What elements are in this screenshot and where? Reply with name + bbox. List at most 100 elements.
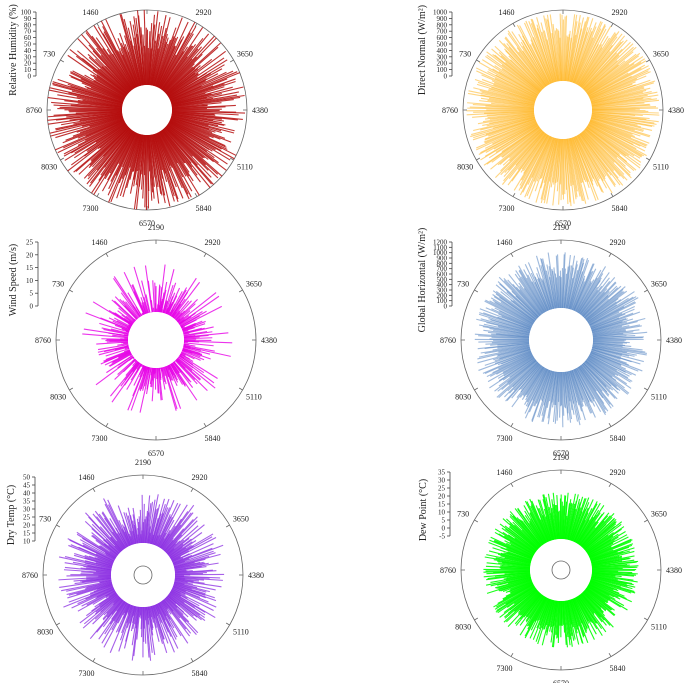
radial-bar xyxy=(569,599,580,627)
radial-bar xyxy=(500,55,542,92)
radial-bar xyxy=(494,528,535,555)
radial-bar xyxy=(84,581,113,590)
radial-bar xyxy=(490,576,531,587)
angular-tick xyxy=(190,657,194,662)
radial-bar xyxy=(577,266,607,313)
radial-bar xyxy=(558,138,563,205)
radial-bar xyxy=(164,366,182,409)
radial-bar xyxy=(551,508,557,540)
radial-bar xyxy=(537,499,552,541)
radial-bar xyxy=(535,137,556,203)
radial-bar xyxy=(171,108,222,111)
radial-bar xyxy=(152,498,170,545)
radial-bar xyxy=(505,590,539,623)
y-tick-label: 800 xyxy=(437,260,448,268)
radial-bar xyxy=(96,516,124,551)
y-tick-label: 25 xyxy=(23,514,31,522)
radial-bar xyxy=(487,99,535,107)
angular-tick-label: 730 xyxy=(52,280,64,289)
radial-bar xyxy=(589,311,620,327)
radial-bar xyxy=(515,593,542,626)
radial-bar xyxy=(87,123,127,153)
radial-bar xyxy=(139,509,143,544)
radial-bar xyxy=(158,264,166,313)
y-tick-label: 5 xyxy=(30,290,34,298)
radial-bar xyxy=(161,504,195,550)
radial-bar xyxy=(94,557,114,565)
angular-tick xyxy=(645,157,650,161)
radial-bar xyxy=(95,553,115,563)
angular-tick xyxy=(60,59,65,63)
y-tick-label: 300 xyxy=(437,53,448,61)
radial-bar xyxy=(153,37,169,87)
radial-bar xyxy=(551,600,559,648)
radial-bar xyxy=(556,600,560,639)
radial-bar xyxy=(509,358,536,378)
radial-bar xyxy=(482,113,535,123)
radial-bar xyxy=(583,43,634,91)
radial-bar xyxy=(501,127,541,158)
radial-bar xyxy=(135,134,145,210)
radial-bar xyxy=(174,579,222,588)
radial-bar xyxy=(588,123,647,157)
angular-tick-label: 1460 xyxy=(499,8,515,17)
y-tick-label: 10 xyxy=(26,277,34,285)
radial-bar xyxy=(574,507,593,543)
angular-tick xyxy=(643,617,648,621)
radial-bar xyxy=(592,343,643,351)
radial-bar xyxy=(143,10,147,86)
radial-bar xyxy=(483,323,530,335)
radial-bar xyxy=(156,45,176,88)
angular-tick xyxy=(510,422,514,427)
radial-bar xyxy=(176,357,193,371)
radial-bar xyxy=(169,119,214,139)
radial-bar xyxy=(49,87,123,105)
angular-tick-label: 8030 xyxy=(41,163,57,172)
angular-tick-label: 1460 xyxy=(92,238,108,247)
radial-bar xyxy=(534,137,555,192)
angular-tick xyxy=(474,519,479,523)
radial-bar xyxy=(492,344,530,351)
radial-bar xyxy=(590,576,628,587)
radial-bar xyxy=(489,114,535,124)
radial-bar xyxy=(531,19,555,83)
radial-bar xyxy=(154,604,175,653)
radial-bar xyxy=(491,308,533,328)
radial-bar xyxy=(590,551,618,562)
radial-bar xyxy=(160,46,189,90)
radial-bar xyxy=(141,364,144,368)
radial-bar xyxy=(587,124,642,158)
radial-bar xyxy=(506,43,545,89)
radial-bar xyxy=(166,68,199,95)
radial-bar xyxy=(73,125,129,173)
y-tick-label: 900 xyxy=(437,15,448,23)
radial-bar xyxy=(586,298,619,322)
radial-bar xyxy=(115,603,131,633)
angular-tick xyxy=(238,387,243,391)
radial-bar xyxy=(553,371,559,405)
radial-bar xyxy=(580,277,610,316)
angular-tick-label: 4380 xyxy=(666,566,682,575)
radial-bar xyxy=(501,132,546,185)
angular-tick-label: 1460 xyxy=(497,238,513,247)
radial-bar xyxy=(591,321,628,333)
radial-bar xyxy=(501,125,540,153)
radial-bar xyxy=(99,68,129,94)
radial-bar xyxy=(581,515,611,548)
radial-bar xyxy=(589,70,649,99)
radial-bar xyxy=(577,134,613,194)
radial-bar xyxy=(170,590,182,597)
radial-bar xyxy=(578,37,611,86)
radial-bar xyxy=(167,594,198,618)
y-tick-label: 800 xyxy=(437,21,448,29)
angular-tick-label: 2190 xyxy=(135,458,151,467)
radial-bar xyxy=(567,371,581,426)
radial-bar xyxy=(175,298,198,321)
radial-bar xyxy=(93,584,113,593)
radial-bar xyxy=(124,347,130,350)
radial-bar xyxy=(91,35,133,91)
angular-tick-label: 730 xyxy=(39,515,51,524)
radial-bar xyxy=(168,593,206,622)
radial-bar xyxy=(566,493,576,540)
